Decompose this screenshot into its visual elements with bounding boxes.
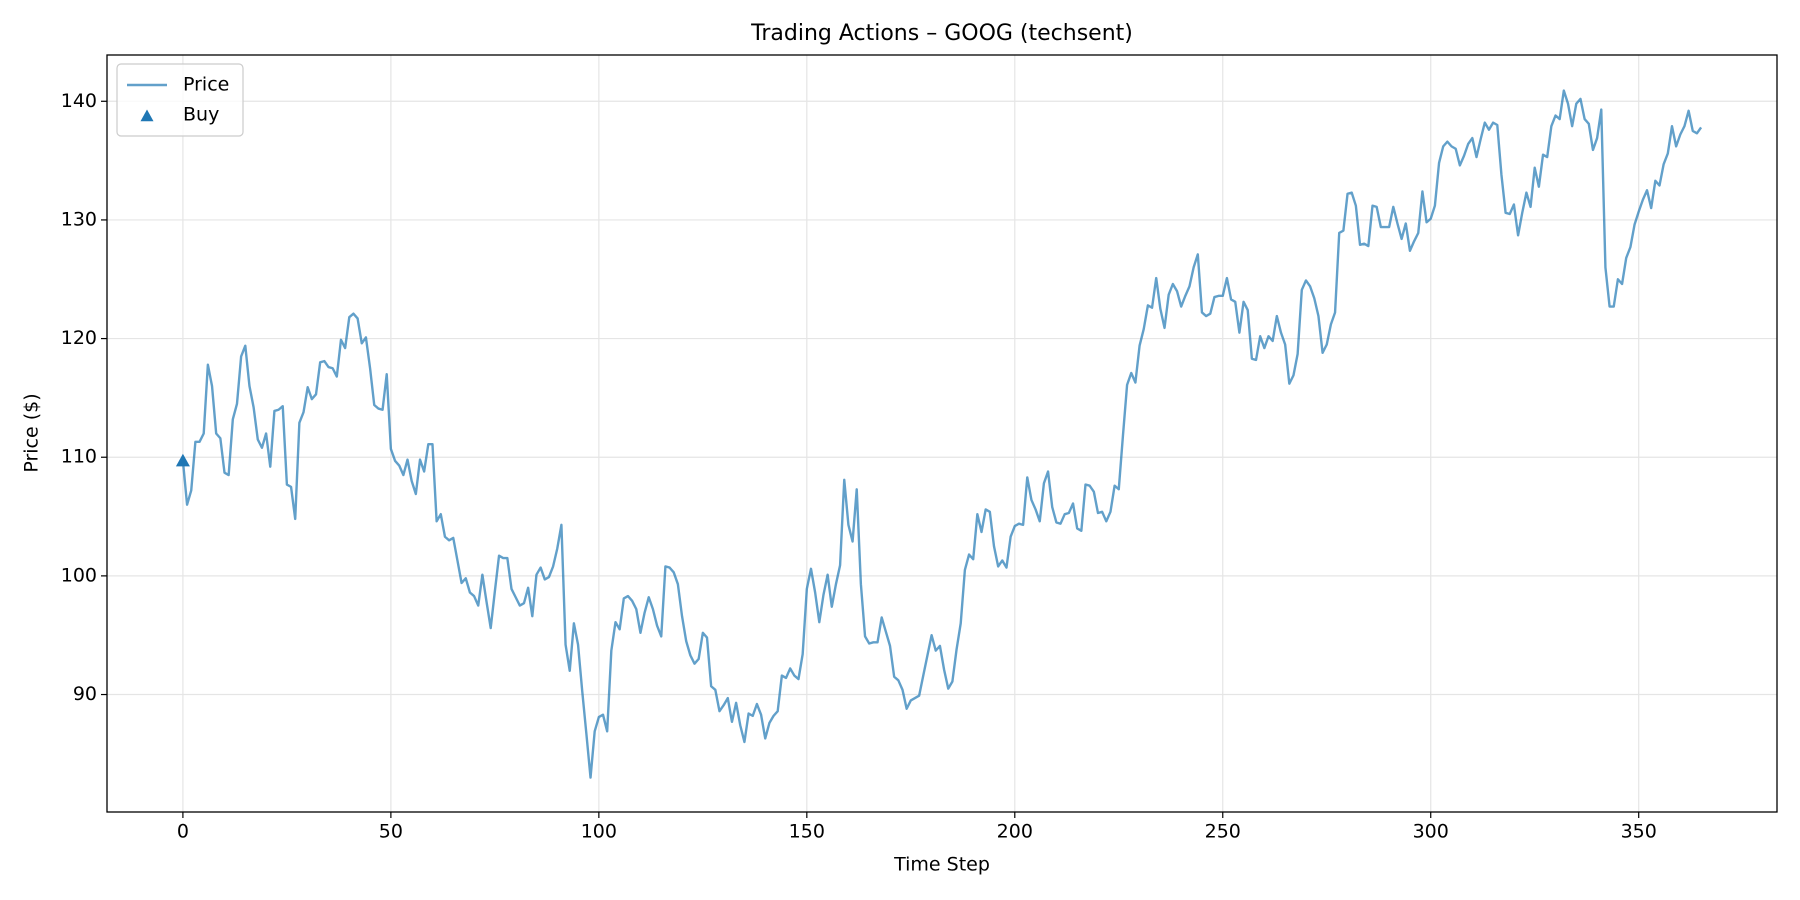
x-tick-label: 250: [1205, 821, 1241, 843]
chart-title: Trading Actions – GOOG (techsent): [750, 21, 1133, 46]
price-line: [181, 89, 1703, 779]
legend-label: Buy: [183, 104, 219, 126]
legend-marker: [140, 109, 154, 122]
x-tick-label: 50: [379, 821, 403, 843]
legend: Price Buy: [116, 63, 244, 137]
x-tick-label: 0: [177, 821, 189, 843]
axes-frame: [106, 54, 1778, 813]
x-tick-label: 200: [997, 821, 1033, 843]
plot-area: [175, 89, 1703, 779]
x-tick-label: 350: [1621, 821, 1657, 843]
y-axis-label: Price ($): [21, 393, 43, 472]
x-tick-label: 100: [581, 821, 617, 843]
y-tick-label: 100: [61, 564, 97, 586]
y-tick-label: 130: [61, 208, 97, 230]
y-tick-label: 90: [73, 683, 97, 705]
x-tick-label: 300: [1413, 821, 1449, 843]
grid: [107, 55, 1777, 812]
x-axis-label: Time Step: [893, 854, 990, 876]
y-tick-label: 140: [61, 90, 97, 112]
legend-label: Price: [183, 74, 229, 96]
y-tick-label: 110: [61, 446, 97, 468]
ticks: 0 50 100 150 200 250 300 350 90 100 110 120 130 140: [61, 90, 1657, 843]
buy-marker: [175, 453, 190, 467]
y-tick-label: 120: [61, 327, 97, 349]
x-tick-label: 150: [789, 821, 825, 843]
